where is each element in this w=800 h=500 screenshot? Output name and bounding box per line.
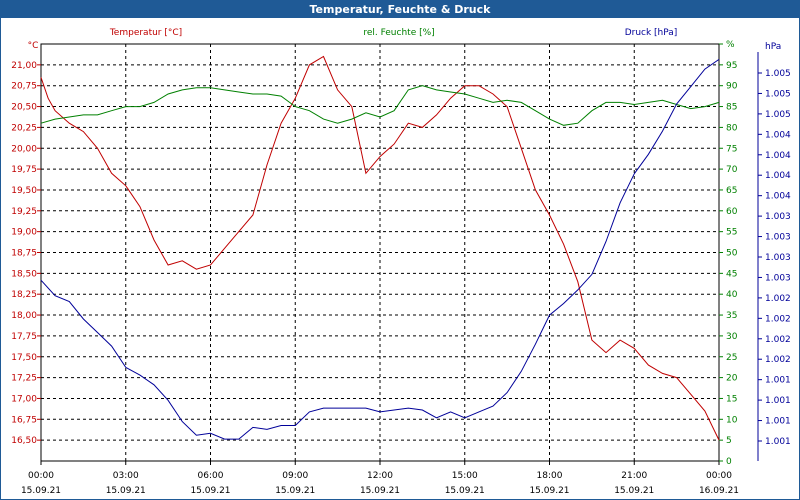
humidity-tick-label: 5 bbox=[726, 436, 732, 446]
humidity-tick-label: 90 bbox=[726, 82, 738, 92]
grid bbox=[40, 43, 720, 462]
temperature-tick-label: 20,75 bbox=[11, 82, 37, 92]
temperature-axis-label: Temperatur [°C] bbox=[109, 28, 182, 38]
pressure-tick-label: 1.001 bbox=[765, 437, 791, 447]
temperature-tick-label: 17,50 bbox=[11, 353, 37, 363]
humidity-tick-label: 75 bbox=[726, 144, 737, 154]
temperature-tick-label: 16,75 bbox=[11, 415, 37, 425]
humidity-tick-label: 35 bbox=[726, 311, 737, 321]
temperature-tick-label: 19,50 bbox=[11, 186, 37, 196]
pressure-tick-label: 1.004 bbox=[765, 171, 791, 181]
x-tick-label-time: 09:00 bbox=[282, 471, 308, 481]
pressure-tick-label: 1.002 bbox=[765, 335, 791, 345]
axes: 00:00 15.09.21 03:00 15.09.21 06:00 15.09.21 0… bbox=[11, 40, 791, 496]
series-line-temperature bbox=[40, 55, 720, 441]
pressure-tick-label: 1.001 bbox=[765, 396, 791, 406]
humidity-tick-label: 60 bbox=[726, 207, 738, 217]
humidity-tick-label: 30 bbox=[726, 332, 738, 342]
temperature-unit-label: °C bbox=[28, 41, 39, 51]
x-tick-label-date: 15.09.21 bbox=[275, 486, 315, 496]
x-tick-label-time: 18:00 bbox=[537, 471, 563, 481]
pressure-tick-label: 1.003 bbox=[765, 273, 791, 283]
humidity-tick-label: % bbox=[726, 40, 735, 50]
temperature-tick-label: 19,00 bbox=[11, 228, 37, 238]
pressure-tick-label: 1.003 bbox=[765, 212, 791, 222]
humidity-tick-label: 80 bbox=[726, 123, 738, 133]
pressure-tick-label: 1.005 bbox=[765, 69, 791, 79]
pressure-tick-label: 1.003 bbox=[765, 253, 791, 263]
pressure-tick-label: 1.005 bbox=[765, 110, 791, 120]
pressure-tick-label: 1.004 bbox=[765, 151, 791, 161]
series-line-pressure bbox=[40, 58, 720, 440]
series-line-humidity bbox=[40, 85, 720, 126]
x-tick-label-date: 15.09.21 bbox=[614, 486, 654, 496]
pressure-unit-label: hPa bbox=[765, 42, 781, 52]
x-tick-label-date: 15.09.21 bbox=[529, 486, 569, 496]
humidity-tick-label: 55 bbox=[726, 228, 737, 238]
pressure-tick-label: 1.001 bbox=[765, 417, 791, 427]
temperature-tick-label: 18,00 bbox=[11, 311, 37, 321]
humidity-tick-label: 65 bbox=[726, 186, 737, 196]
temperature-tick-label: 19,25 bbox=[11, 207, 37, 217]
humidity-tick-label: 20 bbox=[726, 374, 738, 384]
temperature-tick-label: 21,00 bbox=[11, 61, 37, 71]
pressure-tick-label: 1.005 bbox=[765, 89, 791, 99]
x-tick-label-date: 15.09.21 bbox=[190, 486, 230, 496]
x-tick-label-date: 15.09.21 bbox=[445, 486, 485, 496]
humidity-tick-label: 15 bbox=[726, 394, 737, 404]
x-tick-label-time: 15:00 bbox=[452, 471, 478, 481]
pressure-tick-label: 1.001 bbox=[765, 376, 791, 386]
humidity-tick-label: 25 bbox=[726, 353, 737, 363]
axis-labels: Temperatur [°C] rel. Feuchte [%] Druck [hP… bbox=[109, 28, 677, 38]
temperature-tick-label: 18,75 bbox=[11, 249, 37, 259]
x-tick-label-time: 03:00 bbox=[113, 471, 139, 481]
x-tick-label-time: 12:00 bbox=[367, 471, 393, 481]
x-tick-label-date: 16.09.21 bbox=[699, 486, 739, 496]
temperature-tick-label: 18,25 bbox=[11, 290, 37, 300]
humidity-axis-label: rel. Feuchte [%] bbox=[363, 28, 434, 38]
pressure-tick-label: 1.002 bbox=[765, 294, 791, 304]
pressure-tick-label: 1.004 bbox=[765, 130, 791, 140]
humidity-tick-label: 85 bbox=[726, 103, 737, 113]
x-tick-label-date: 15.09.21 bbox=[360, 486, 400, 496]
x-tick-label-date: 15.09.21 bbox=[106, 486, 146, 496]
humidity-tick-label: 10 bbox=[726, 415, 738, 425]
x-tick-label-time: 21:00 bbox=[621, 471, 647, 481]
x-tick-label-date: 15.09.21 bbox=[21, 486, 61, 496]
temperature-tick-label: 20,25 bbox=[11, 123, 37, 133]
pressure-tick-label: 1.002 bbox=[765, 355, 791, 365]
chart-title: Temperatur, Feuchte & Druck bbox=[1, 1, 799, 18]
temperature-tick-label: 20,50 bbox=[11, 103, 37, 113]
x-tick-label-time: 00:00 bbox=[706, 471, 732, 481]
x-tick-label-time: 00:00 bbox=[28, 471, 54, 481]
temperature-tick-label: 17,75 bbox=[11, 332, 37, 342]
x-tick-label-time: 06:00 bbox=[198, 471, 224, 481]
temperature-tick-label: 17,00 bbox=[11, 394, 37, 404]
humidity-tick-label: 50 bbox=[726, 249, 738, 259]
humidity-tick-label: 45 bbox=[726, 269, 737, 279]
humidity-tick-label: 40 bbox=[726, 290, 738, 300]
pressure-axis-label: Druck [hPa] bbox=[625, 28, 678, 38]
pressure-tick-label: 1.003 bbox=[765, 233, 791, 243]
temperature-tick-label: 17,25 bbox=[11, 374, 37, 384]
temperature-tick-label: 18,50 bbox=[11, 269, 37, 279]
humidity-tick-label: 0 bbox=[726, 457, 732, 467]
humidity-tick-label: 70 bbox=[726, 165, 738, 175]
temperature-tick-label: 20,00 bbox=[11, 144, 37, 154]
temperature-tick-label: 19,75 bbox=[11, 165, 37, 175]
humidity-tick-label: 95 bbox=[726, 61, 737, 71]
temperature-tick-label: 16,50 bbox=[11, 436, 37, 446]
pressure-tick-label: 1.004 bbox=[765, 192, 791, 202]
pressure-tick-label: 1.002 bbox=[765, 314, 791, 324]
series-lines bbox=[40, 55, 720, 441]
